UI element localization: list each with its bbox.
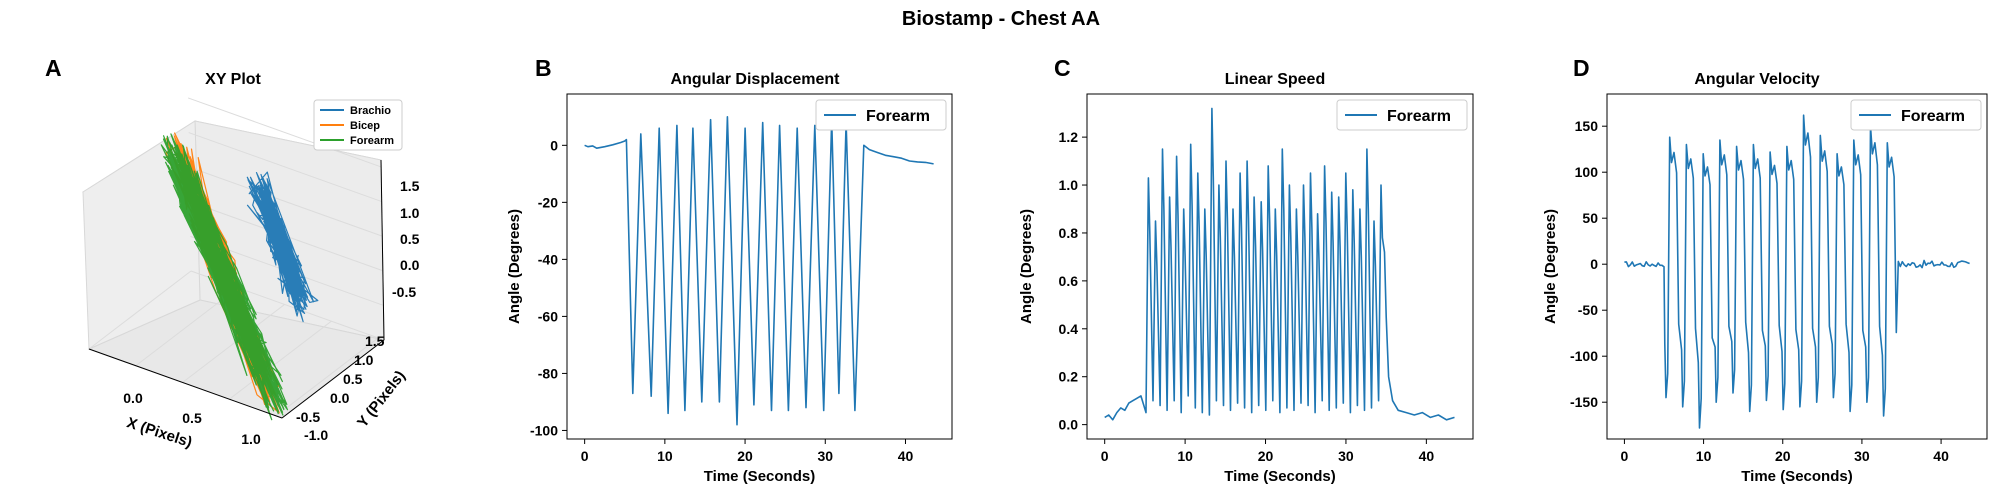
ylabel-c: Angle (Degrees) — [1018, 209, 1035, 324]
legend-box-c — [1336, 99, 1468, 131]
legend-label-forearm: Forearm — [350, 135, 394, 147]
ytick-label-b-3: -60 — [538, 308, 558, 324]
ytick-label-b-1: -20 — [538, 194, 558, 210]
xyplot-left-pane — [82, 120, 201, 350]
xtick-label-b-1: 10 — [657, 448, 673, 464]
ytick-label-d-5: -100 — [1570, 348, 1598, 364]
ytick-5: 1.5 — [365, 333, 385, 349]
xyplot-traces — [160, 132, 319, 421]
xlabel-c: Time (Seconds) — [1224, 468, 1335, 485]
series-line-b-forearm — [584, 116, 934, 426]
xtick-label-c-1: 10 — [1177, 448, 1193, 464]
ytick-label-c-3: 0.6 — [1059, 273, 1079, 289]
ztick-3: 1.0 — [400, 205, 420, 221]
xtick-label-d-4: 40 — [1933, 448, 1949, 464]
xyplot-gridline-z-3 — [189, 166, 383, 237]
panel-c: C Linear Speed 0 10 20 30 40 0.0 0.2 0.4 0.6 0.8 1… — [1018, 55, 1474, 485]
xyplot-gridline-x-0 — [88, 270, 192, 350]
ytick-label-d-4: -50 — [1578, 302, 1598, 318]
panel-b: B Angular Displacement 0 10 20 30 40 0 -20 -40 -… — [506, 55, 953, 485]
ytick-label-b-5: -100 — [530, 422, 558, 438]
series-line-d-forearm — [1624, 114, 1970, 429]
xtick-label-c-4: 40 — [1419, 448, 1435, 464]
panel-a-title: XY Plot — [205, 71, 261, 88]
xtick-label-b-2: 20 — [737, 448, 753, 464]
xyplot-trace-forearm — [160, 133, 289, 421]
panel-a: A XY Plot 0.0 0.5 1.0 X (Pixels) -1.0 -0… — [45, 55, 420, 451]
ytick-label-b-2: -40 — [538, 251, 558, 267]
legend-label-bicep: Bicep — [350, 120, 380, 132]
xtick-label-b-3: 30 — [817, 448, 833, 464]
ytick-label-c-6: 1.2 — [1059, 129, 1079, 145]
x-axis-line — [88, 348, 283, 419]
ylabel-d: Angle (Degrees) — [1542, 209, 1559, 324]
ytick-label-c-4: 0.8 — [1059, 225, 1079, 241]
ytick-label-c-0: 0.0 — [1059, 417, 1079, 433]
ytick-label-c-5: 1.0 — [1059, 177, 1079, 193]
xtick-2: 1.0 — [241, 431, 261, 447]
figure-title: Biostamp - Chest AA — [902, 8, 1100, 30]
xtick-label-d-1: 10 — [1696, 448, 1712, 464]
legend-box-d — [1850, 99, 1982, 131]
panel-letter-a: A — [45, 55, 62, 81]
panel-letter-d: D — [1573, 55, 1590, 81]
panel-letter-b: B — [535, 55, 552, 81]
ytick-label-d-1: 100 — [1575, 164, 1599, 180]
ylabel-b: Angle (Degrees) — [506, 209, 523, 324]
panel-b-title: Angular Displacement — [671, 71, 841, 88]
xtick-label-b-4: 40 — [898, 448, 914, 464]
xtick-0: 0.0 — [123, 390, 143, 406]
ytick-label-d-0: 150 — [1575, 118, 1599, 134]
xlabel-b: Time (Seconds) — [704, 468, 815, 485]
ytick-label-d-2: 50 — [1582, 210, 1598, 226]
y-axis-line — [281, 339, 385, 419]
legend-label-brachio: Brachio — [350, 105, 391, 117]
panel-d-title: Angular Velocity — [1694, 71, 1819, 88]
panel-c-title: Linear Speed — [1225, 71, 1325, 88]
xyplot-gridline-x-2 — [182, 304, 285, 383]
panel-d: D Angular Velocity 0 10 20 30 40 150 100 50 0 -50… — [1542, 55, 1988, 485]
xyplot-gridline-z-4 — [188, 132, 382, 203]
ytick-label-d-6: -150 — [1570, 394, 1598, 410]
series-line-c-forearm — [1104, 107, 1455, 421]
ytick-label-b-4: -80 — [538, 365, 558, 381]
plot-area-b — [566, 93, 953, 440]
xtick-1: 0.5 — [182, 410, 202, 426]
xtick-label-c-2: 20 — [1258, 448, 1274, 464]
xyplot-gridline-z-5 — [187, 97, 382, 168]
ztick-0: -0.5 — [392, 284, 416, 300]
xtick-label-d-3: 30 — [1854, 448, 1870, 464]
xyplot-trace-brachio — [246, 171, 319, 323]
xtick-label-c-0: 0 — [1101, 448, 1109, 464]
ytick-1: -0.5 — [296, 409, 320, 425]
panel-letter-c: C — [1054, 55, 1071, 81]
xtick-label-d-2: 20 — [1775, 448, 1791, 464]
ytick-label-c-2: 0.4 — [1059, 321, 1079, 337]
legend-label-c: Forearm — [1387, 108, 1451, 125]
ytick-label-b-0: 0 — [550, 137, 558, 153]
ytick-label-c-1: 0.2 — [1059, 369, 1079, 385]
legend-box-b — [815, 99, 947, 131]
z-axis-line — [380, 159, 385, 341]
ytick-2: 0.0 — [330, 390, 350, 406]
xtick-label-d-0: 0 — [1621, 448, 1629, 464]
legend-a-box — [313, 99, 403, 151]
xyplot-gridline-x-4 — [275, 337, 379, 417]
legend-label-b: Forearm — [866, 108, 930, 125]
ytick-label-d-3: 0 — [1590, 256, 1598, 272]
legend-label-d: Forearm — [1901, 108, 1965, 125]
xlabel-d: Time (Seconds) — [1741, 468, 1852, 485]
ytick-3: 0.5 — [343, 371, 363, 387]
ztick-4: 1.5 — [400, 178, 420, 194]
xtick-label-c-3: 30 — [1338, 448, 1354, 464]
ytick-0: -1.0 — [304, 427, 328, 443]
ytick-4: 1.0 — [354, 352, 374, 368]
xtick-label-b-0: 0 — [581, 448, 589, 464]
legend-a: Brachio Bicep Forearm — [313, 99, 403, 151]
xyplot-gridline-x-3 — [229, 320, 332, 400]
ztick-1: 0.0 — [400, 257, 420, 273]
ztick-2: 0.5 — [400, 231, 420, 247]
